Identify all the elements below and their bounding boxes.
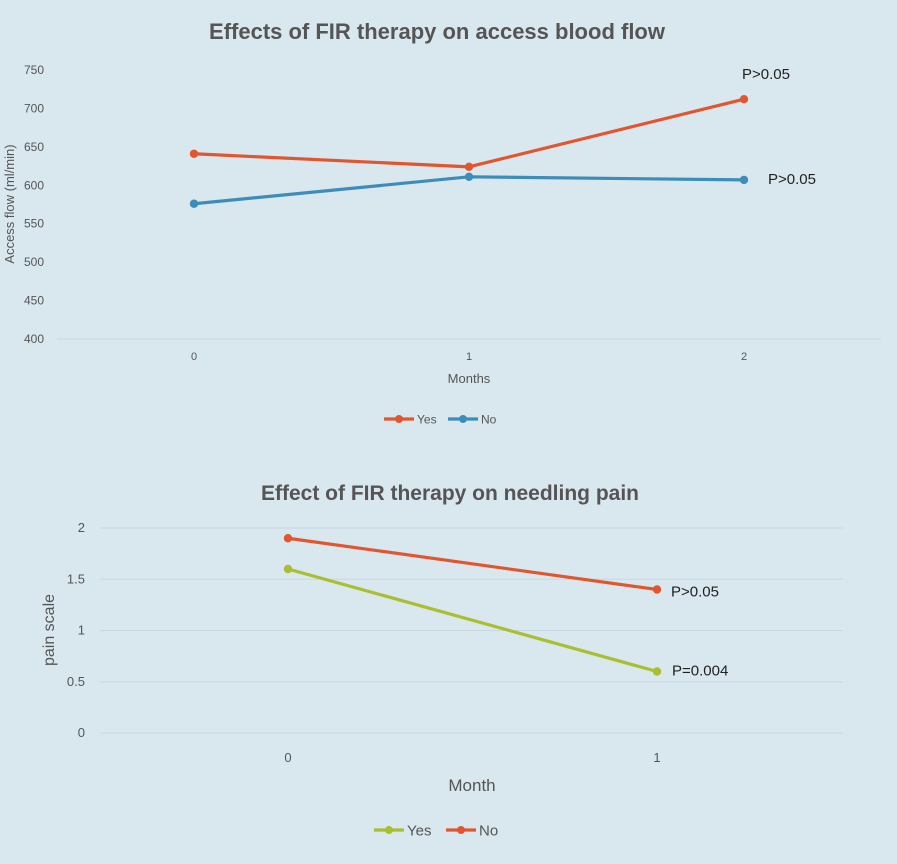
chart2-series-line-yes xyxy=(286,567,659,674)
legend-label-yes: Yes xyxy=(407,822,431,839)
chart2-ytick-label: 2 xyxy=(78,520,85,535)
chart2-annotation: P=0.004 xyxy=(672,663,728,680)
chart1-point-no xyxy=(739,175,749,185)
legend-swatch-dot xyxy=(385,826,393,834)
legend-swatch-dot xyxy=(395,415,403,423)
chart1-point-no xyxy=(189,199,199,208)
chart2-xtick-label: 1 xyxy=(653,750,660,765)
chart2-legend: Yes No xyxy=(374,822,498,839)
chart1-ytick-label: 500 xyxy=(24,255,44,269)
chart1-xtick-label: 2 xyxy=(741,351,747,363)
chart1-point-no xyxy=(464,172,474,182)
chart2-annotation: P>0.05 xyxy=(671,584,719,601)
chart2-xtick-label: 0 xyxy=(284,750,291,765)
chart1-ytick-label: 750 xyxy=(24,63,44,77)
chart1-ytick-label: 550 xyxy=(24,217,44,231)
chart1-ytick-label: 450 xyxy=(24,294,44,308)
chart2-point-no xyxy=(283,534,293,543)
chart1-point-yes xyxy=(464,162,474,172)
chart2-ytick-label: 0 xyxy=(78,725,85,740)
chart2-ytick-label: 1 xyxy=(78,623,85,638)
chart1-ytick-label: 600 xyxy=(24,178,44,192)
chart1-series-line-yes xyxy=(192,97,746,169)
legend-swatch-dot xyxy=(457,826,465,834)
chart2-point-yes xyxy=(283,564,293,574)
chart1-ytick-label: 700 xyxy=(24,101,44,115)
chart-access-blood-flow: Effects of FIR therapy on access blood f… xyxy=(2,19,881,426)
chart2-ylabel: pain scale xyxy=(41,594,58,666)
chart1-ylabel: Access flow (ml/min) xyxy=(2,144,17,263)
chart1-ytick-label: 650 xyxy=(24,140,44,154)
legend-swatch-dot xyxy=(459,415,467,423)
chart1-ytick-label: 400 xyxy=(24,332,44,346)
chart1-xtick-label: 1 xyxy=(466,351,472,363)
legend-label-no: No xyxy=(481,412,497,426)
chart2-series-line-no xyxy=(286,536,659,592)
chart1-point-yes xyxy=(189,149,199,158)
chart-needling-pain: Effect of FIR therapy on needling pain p… xyxy=(41,482,843,839)
chart1-point-yes xyxy=(739,95,749,104)
legend-label-yes: Yes xyxy=(417,412,437,426)
chart1-title: Effects of FIR therapy on access blood f… xyxy=(209,19,666,44)
chart2-ytick-label: 1.5 xyxy=(67,571,85,586)
chart2-title: Effect of FIR therapy on needling pain xyxy=(261,482,639,505)
chart2-ytick-label: 0.5 xyxy=(67,674,85,689)
chart1-annotation: P>0.05 xyxy=(768,171,816,188)
chart2-point-no xyxy=(652,585,662,594)
chart1-legend: Yes No xyxy=(384,412,497,426)
chart1-xlabel: Months xyxy=(448,371,491,386)
chart1-xtick-label: 0 xyxy=(191,351,197,363)
chart2-xlabel: Month xyxy=(448,776,495,795)
chart1-annotation: P>0.05 xyxy=(742,66,790,83)
legend-label-no: No xyxy=(479,822,498,839)
chart2-point-yes xyxy=(652,667,662,676)
